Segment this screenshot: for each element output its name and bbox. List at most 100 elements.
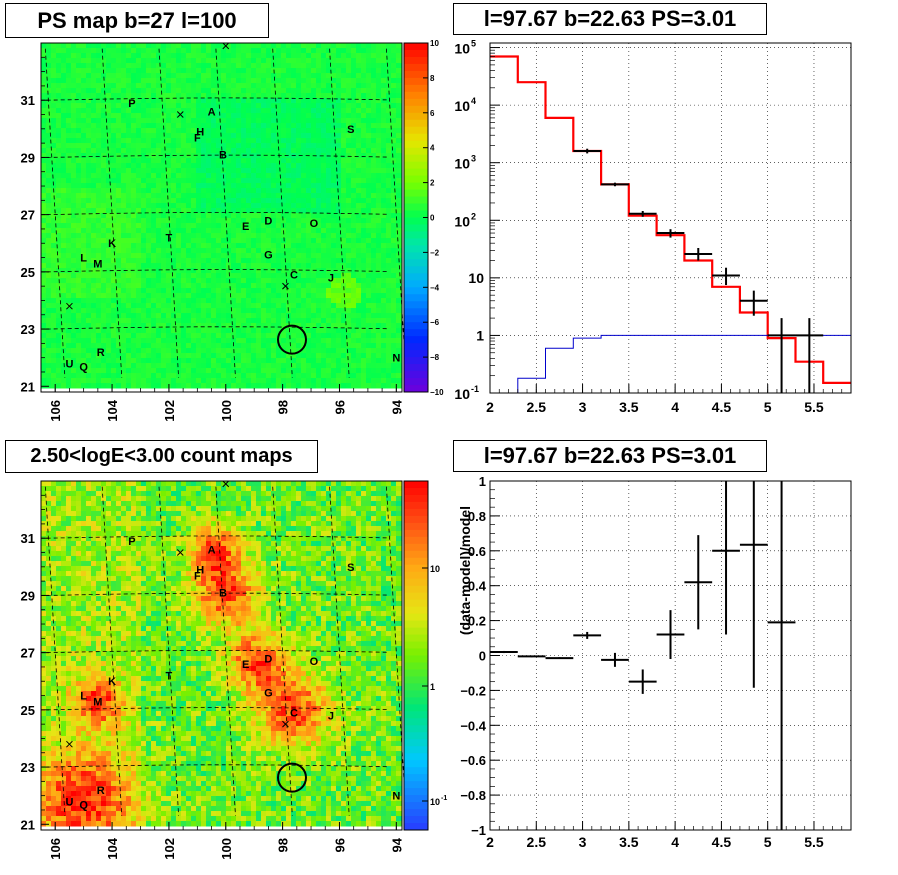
ps-colorbar-cell	[404, 329, 428, 337]
resid-ytick-label: −0.6	[460, 753, 486, 768]
ps-colorbar-label: −6	[430, 318, 440, 327]
ps-colorbar-cell	[404, 350, 428, 358]
ps-colorbar-cell	[404, 49, 428, 58]
ps-roi-circle	[276, 324, 307, 355]
cnt-colorbar-frame	[403, 480, 429, 831]
ps-colorbar-cell	[404, 224, 428, 232]
ps-source-label-C: C	[290, 270, 298, 282]
cnt-colorbar-cell	[404, 543, 428, 552]
cnt-colorbar-cell	[404, 627, 428, 636]
ps-colorbar-cell	[404, 210, 428, 218]
ps-xtick-label: 94	[389, 399, 404, 414]
ps-source-label-G: G	[264, 250, 273, 262]
cnt-source-label-C: C	[290, 708, 298, 720]
ps-colorbar-cell	[404, 161, 428, 170]
ps-source-label-B: B	[219, 150, 227, 162]
ps-ytick-label: 21	[21, 379, 35, 394]
cnt-source-label-P: P	[128, 536, 135, 548]
ps-colorbar-cell	[404, 168, 428, 177]
spec-ytick-label: 10	[454, 41, 470, 57]
ps-colorbar-cell	[404, 140, 428, 149]
cnt-colorbar-cell	[404, 585, 428, 594]
ps-colorbar-cell	[404, 70, 428, 79]
spec-ytick-label-exp: -1	[471, 384, 479, 394]
cnt-source-label-Q: Q	[79, 799, 88, 811]
cnt-colorbar-cell	[404, 746, 428, 754]
cnt-colorbar-cell	[404, 697, 428, 705]
cnt-colorbar-cell	[404, 564, 428, 573]
ps-ytick-label: 27	[21, 208, 35, 223]
ps-source-label-U: U	[65, 358, 73, 370]
cnt-pixels	[41, 481, 402, 827]
ps-colorbar-label: 6	[430, 109, 435, 118]
ps-colorbar-cell	[404, 266, 428, 274]
cnt-colorbar-cell	[404, 606, 428, 615]
resid-xtick-label: 4	[671, 834, 679, 850]
ps-colorbar-cell	[404, 357, 428, 365]
resid-ytick-label: 0	[479, 649, 486, 664]
spec-ytick-label: 1	[476, 327, 484, 343]
spec-ytick-label: 10	[454, 386, 470, 402]
spec-ytick-label-exp: 5	[471, 39, 476, 49]
ps-ytick-label: 29	[21, 150, 35, 165]
ps-colorbar-cell	[404, 364, 428, 372]
cnt-colorbar-cell	[404, 655, 428, 663]
cnt-source-label-A: A	[208, 545, 216, 557]
cnt-xtick-label: 106	[48, 838, 63, 860]
resid-xtick-label: 5.5	[804, 834, 824, 850]
spec-xtick-label: 3	[579, 399, 587, 415]
ps-cross-marker	[176, 111, 184, 118]
cnt-colorbar-cell	[404, 494, 428, 503]
cnt-colorbar-cell	[404, 529, 428, 538]
cnt-colorbar-cell	[404, 823, 428, 831]
cnt-colorbar-label: 10	[430, 797, 440, 807]
cnt-xtick-label: 98	[276, 838, 291, 852]
resid-ytick-label: 0.2	[468, 614, 486, 629]
ps-colorbar-label: 8	[430, 74, 435, 83]
cnt-ytick-label: 25	[21, 703, 35, 718]
ps-colorbar-cell	[404, 203, 428, 212]
cnt-source-label-H: H	[196, 565, 204, 577]
resid-xtick-label: 2.5	[527, 834, 547, 850]
resid-ylabel: (data-model)/model	[457, 506, 473, 635]
ps-colorbar-cell	[404, 147, 428, 156]
cnt-ytick-label: 21	[21, 817, 35, 832]
resid-ytick-label: 1	[479, 474, 486, 489]
cnt-colorbar-label: 1	[430, 682, 435, 692]
residual-title: l=97.67 b=22.63 PS=3.01	[453, 440, 767, 472]
ps-xtick-label: 102	[162, 400, 177, 422]
cnt-colorbar-cell	[404, 718, 428, 726]
spec-xtick-label: 2.5	[527, 399, 547, 415]
ps-colorbar-cell	[404, 126, 428, 135]
spec-background-histogram	[490, 334, 851, 394]
cnt-colorbar-cell	[404, 599, 428, 608]
ps-ytick-label: 25	[21, 265, 35, 280]
spec-xtick-label: 2	[486, 399, 494, 415]
cnt-colorbar-cell	[404, 578, 428, 587]
cnt-ytick-label: 23	[21, 760, 35, 775]
cnt-xtick-label: 100	[219, 838, 234, 860]
ps-colorbar-cell	[404, 217, 428, 225]
resid-xtick-label: 3.5	[619, 834, 639, 850]
resid-ytick-label: −1	[471, 823, 486, 838]
cnt-colorbar-cell	[404, 704, 428, 712]
spec-ytick-label: 10	[454, 213, 470, 229]
resid-ytick-label: −0.8	[460, 788, 486, 803]
resid-ytick-label: −0.2	[460, 683, 486, 698]
spec-frame	[489, 42, 852, 394]
cnt-colorbar-cell	[404, 781, 428, 789]
spec-ytick-label-exp: 2	[471, 211, 476, 221]
resid-xtick-label: 2	[486, 834, 494, 850]
ps-colorbar-cell	[404, 245, 428, 253]
ps-cross-marker	[222, 42, 230, 50]
cnt-source-label-F: F	[194, 570, 201, 582]
cnt-source-label-G: G	[264, 688, 273, 700]
cnt-source-label-R: R	[97, 785, 105, 797]
cnt-coord-grid	[44, 486, 407, 816]
ps-colorbar-cell	[404, 385, 428, 393]
ps-source-label-S: S	[347, 124, 354, 136]
ps-colorbar-cell	[404, 259, 428, 267]
ps-colorbar-label: 10	[430, 39, 439, 48]
ps-xtick-label: 96	[332, 400, 347, 414]
